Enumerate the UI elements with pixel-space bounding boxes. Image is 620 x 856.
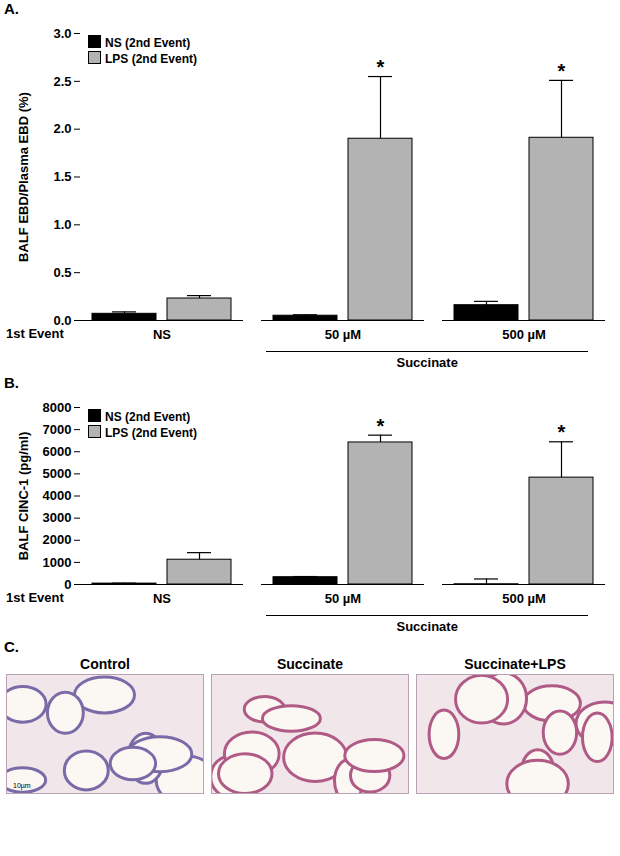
svg-text:2.5: 2.5: [53, 73, 71, 88]
svg-text:0.5: 0.5: [53, 265, 71, 280]
svg-text:0.0: 0.0: [53, 313, 71, 328]
svg-text:500 µM: 500 µM: [502, 327, 546, 342]
svg-text:BALF CINC-1 (pg/ml): BALF CINC-1 (pg/ml): [16, 432, 31, 561]
html-text:10µm: 10µm: [13, 782, 31, 789]
html-text:NS (2nd Event): NS (2nd Event): [105, 36, 191, 50]
html-text:1st Event: 1st Event: [6, 590, 64, 605]
svg-text:*: *: [377, 56, 385, 78]
svg-text:3.0: 3.0: [53, 26, 71, 41]
svg-text:3000: 3000: [43, 510, 72, 525]
svg-text:NS: NS: [153, 591, 171, 606]
html-text:LPS (2nd Event): LPS (2nd Event): [105, 52, 197, 66]
svg-text:50 µM: 50 µM: [325, 591, 361, 606]
html-text:Succinate: Succinate: [396, 355, 458, 370]
svg-text:50 µM: 50 µM: [325, 327, 361, 342]
html-text:Control: Control: [80, 656, 130, 672]
svg-text:BALF EBD/Plasma EBD (%): BALF EBD/Plasma EBD (%): [16, 92, 31, 262]
svg-text:1.0: 1.0: [53, 217, 71, 232]
svg-text:1.5: 1.5: [53, 169, 71, 184]
html-text:1st Event: 1st Event: [6, 326, 64, 341]
svg-text:*: *: [558, 421, 566, 443]
html-text:A.: A.: [4, 0, 19, 17]
html-text:B.: B.: [4, 374, 19, 391]
svg-text:1000: 1000: [43, 555, 72, 570]
svg-text:*: *: [377, 415, 385, 437]
svg-text:7000: 7000: [43, 422, 72, 437]
html-text:NS (2nd Event): NS (2nd Event): [105, 410, 191, 424]
svg-text:5000: 5000: [43, 466, 72, 481]
svg-text:500 µM: 500 µM: [502, 591, 546, 606]
html-text:Succinate: Succinate: [276, 656, 344, 672]
svg-text:NS: NS: [153, 327, 171, 342]
svg-text:6000: 6000: [43, 444, 72, 459]
svg-text:4000: 4000: [43, 488, 72, 503]
svg-text:0: 0: [64, 577, 71, 592]
html-text:Succinate+LPS: Succinate+LPS: [464, 656, 566, 672]
svg-text:*: *: [558, 60, 566, 82]
html-text:LPS (2nd Event): LPS (2nd Event): [105, 426, 197, 440]
html-text:C.: C.: [4, 638, 19, 655]
svg-text:8000: 8000: [43, 400, 72, 415]
svg-text:2000: 2000: [43, 532, 72, 547]
svg-text:2.0: 2.0: [53, 121, 71, 136]
html-text:Succinate: Succinate: [396, 619, 458, 634]
